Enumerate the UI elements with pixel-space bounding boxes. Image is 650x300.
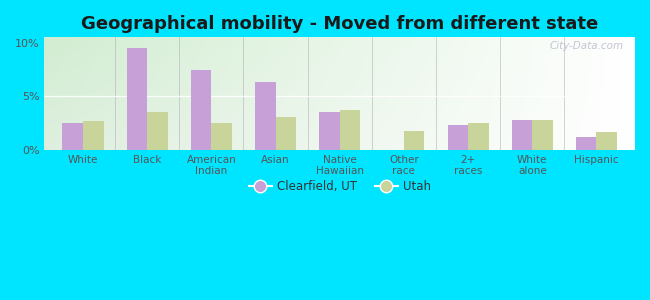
Bar [597,132,617,150]
Bar [62,123,83,150]
Bar [404,131,424,150]
Title: Geographical mobility - Moved from different state: Geographical mobility - Moved from diffe… [81,15,599,33]
Bar [340,110,360,150]
Bar [468,123,489,150]
Bar [276,117,296,150]
Bar [576,137,597,150]
Bar [448,125,468,150]
Legend: Clearfield, UT, Utah: Clearfield, UT, Utah [244,176,436,198]
Bar [147,112,168,150]
Bar [127,48,147,150]
Bar [83,121,103,150]
Bar [191,70,211,150]
Bar [211,123,232,150]
Bar [319,112,340,150]
Bar [532,120,553,150]
Text: City-Data.com: City-Data.com [549,41,623,51]
Bar [255,82,276,150]
Bar [512,120,532,150]
